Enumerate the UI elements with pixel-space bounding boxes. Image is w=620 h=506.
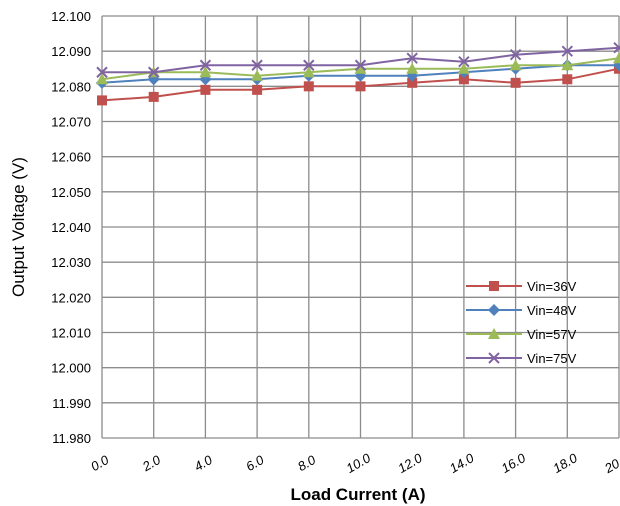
- x-tick-label: 12.0: [395, 450, 425, 476]
- data-point: [96, 73, 108, 85]
- data-point: [561, 59, 574, 71]
- data-point: [613, 41, 620, 54]
- data-point: [252, 84, 263, 95]
- y-tick-label: 12.080: [51, 79, 91, 94]
- y-tick-labels: 11.980 11.990 12.000 12.010 12.020 12.030 12.0…: [51, 9, 91, 446]
- legend-label: Vin=57V: [527, 327, 577, 342]
- series-vin-36v: [97, 63, 620, 106]
- data-point: [199, 59, 212, 71]
- data-point: [561, 45, 574, 57]
- data-point: [509, 48, 522, 61]
- data-point: [355, 81, 366, 92]
- x-tick-label: 20.0: [601, 450, 620, 477]
- x-axis-title: Load Current (A): [290, 485, 425, 504]
- data-point: [147, 66, 160, 78]
- data-point: [510, 77, 521, 88]
- legend-entry: Vin=57V: [466, 327, 577, 342]
- data-point: [302, 66, 315, 78]
- legend-entry: Vin=75V: [466, 351, 577, 366]
- x-tick-label: 6.0: [243, 452, 267, 474]
- data-point: [148, 91, 159, 102]
- x-tick-label: 18.0: [550, 450, 580, 476]
- x-tick-label: 16.0: [499, 450, 529, 476]
- legend: Vin=36V Vin=48V Vin=57V Vin=75V: [466, 279, 577, 366]
- legend-marker: [488, 352, 500, 364]
- data-point: [406, 62, 419, 74]
- data-point: [458, 74, 469, 85]
- y-tick-label: 12.070: [51, 115, 91, 130]
- legend-label: Vin=36V: [527, 279, 577, 294]
- data-point: [200, 84, 211, 95]
- data-point: [509, 59, 522, 71]
- y-tick-label: 12.010: [51, 326, 91, 341]
- data-point: [354, 59, 367, 71]
- legend-label: Vin=75V: [527, 351, 577, 366]
- series-layer: [96, 41, 620, 106]
- legend-marker: [488, 304, 500, 316]
- y-tick-label: 11.980: [52, 431, 91, 446]
- y-tick-label: 12.020: [51, 290, 91, 305]
- y-tick-label: 12.030: [51, 255, 91, 270]
- grid: [101, 15, 620, 439]
- x-tick-label: 8.0: [295, 452, 319, 474]
- legend-marker: [488, 328, 500, 339]
- data-point: [406, 52, 418, 64]
- y-tick-label: 12.050: [51, 185, 91, 200]
- x-tick-labels: 0.0 2.0 4.0 6.0 8.0 10.0 12.0 14.0 16.0 18.0 20.0: [88, 450, 620, 477]
- legend-entry: Vin=36V: [466, 279, 577, 294]
- data-point: [457, 62, 470, 74]
- data-point: [303, 81, 314, 92]
- data-point: [96, 66, 108, 78]
- data-point: [97, 95, 107, 106]
- x-tick-label: 2.0: [139, 452, 164, 475]
- data-point: [458, 56, 470, 68]
- legend-marker: [489, 281, 499, 291]
- legend-label: Vin=48V: [527, 303, 577, 318]
- y-tick-label: 12.060: [51, 150, 91, 165]
- y-tick-label: 12.090: [51, 44, 91, 59]
- series-vin-75v: [96, 41, 620, 78]
- data-point: [251, 59, 263, 71]
- data-point: [613, 52, 620, 64]
- y-axis-title: Output Voltage (V): [9, 157, 28, 297]
- y-tick-label: 12.100: [51, 9, 91, 24]
- data-point: [303, 59, 315, 71]
- y-tick-label: 11.990: [52, 396, 91, 411]
- data-point: [562, 74, 573, 85]
- y-tick-label: 12.040: [51, 220, 91, 235]
- x-tick-label: 10.0: [344, 450, 374, 476]
- legend-entry: Vin=48V: [466, 303, 577, 318]
- x-tick-label: 14.0: [447, 450, 477, 476]
- y-tick-label: 12.000: [51, 361, 91, 376]
- x-tick-label: 4.0: [192, 452, 216, 474]
- data-point: [407, 77, 418, 88]
- x-tick-label: 0.0: [88, 452, 112, 474]
- data-point: [199, 66, 212, 78]
- data-point: [354, 62, 367, 74]
- data-point: [251, 69, 264, 81]
